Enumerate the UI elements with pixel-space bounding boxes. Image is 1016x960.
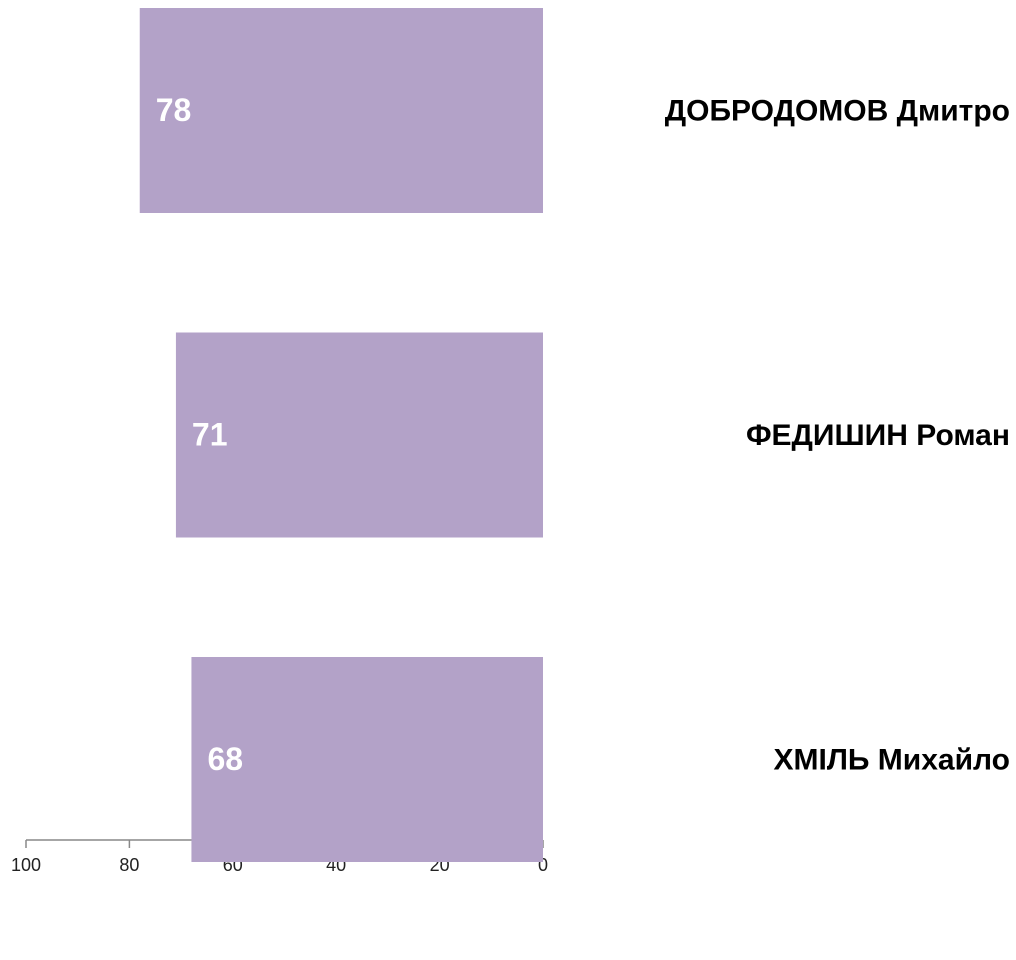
x-tick-label: 0 [538, 855, 548, 875]
category-label: ХМІЛЬ Михайло [773, 743, 1010, 776]
bar [191, 657, 543, 862]
value-label: 78 [156, 92, 192, 128]
bar [175, 332, 543, 538]
x-tick-label: 80 [119, 855, 139, 875]
value-label: 71 [192, 416, 228, 452]
bar [139, 8, 544, 213]
x-tick-label: 100 [11, 855, 41, 875]
category-label: ФЕДИШИН Роман [746, 419, 1010, 452]
value-label: 68 [207, 741, 243, 777]
category-label: ДОБРОДОМОВ Дмитро [665, 94, 1010, 127]
